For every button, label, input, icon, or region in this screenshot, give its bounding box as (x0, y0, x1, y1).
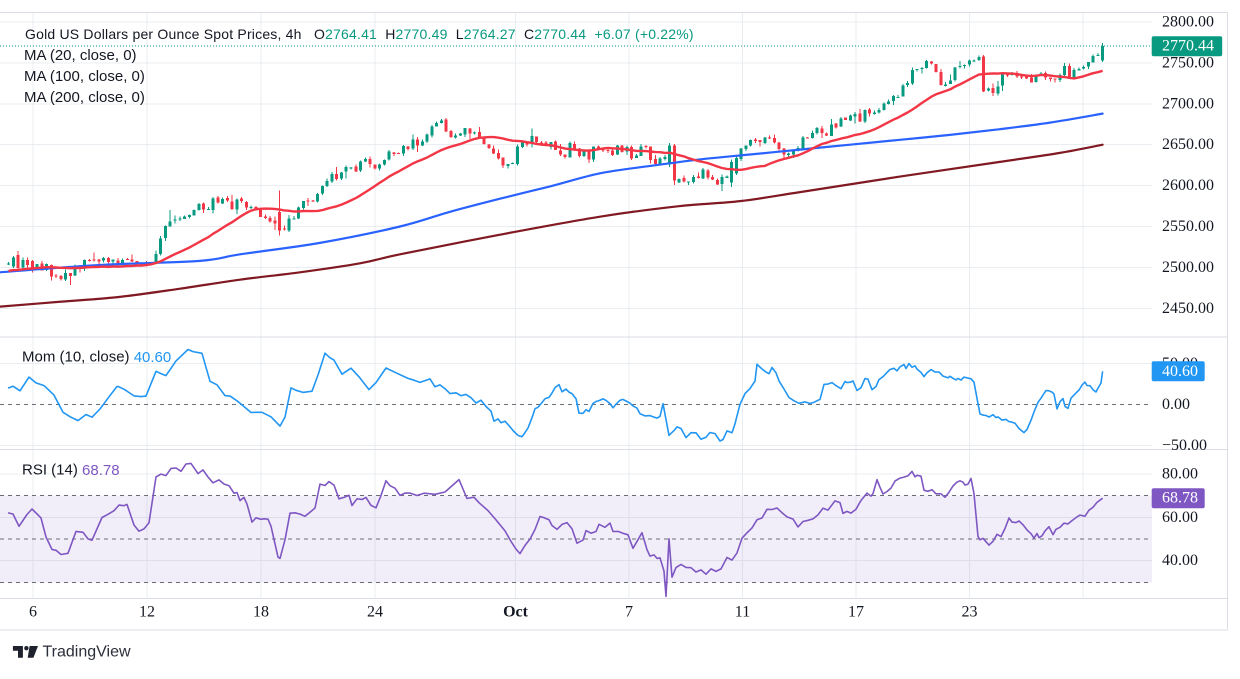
svg-text:TradingView: TradingView (43, 644, 131, 661)
svg-text:2700.00: 2700.00 (1162, 95, 1214, 112)
svg-text:Gold US Dollars per Ounce Spot: Gold US Dollars per Ounce Spot Prices, 4… (25, 26, 694, 42)
svg-text:MA (20, close, 0): MA (20, close, 0) (24, 47, 137, 64)
svg-text:24: 24 (367, 604, 383, 621)
svg-text:6: 6 (29, 604, 37, 621)
svg-text:2770.44: 2770.44 (1162, 38, 1214, 55)
svg-text:18: 18 (253, 604, 269, 621)
svg-text:7: 7 (625, 604, 633, 621)
svg-text:11: 11 (735, 604, 750, 621)
svg-text:2500.00: 2500.00 (1162, 259, 1214, 276)
svg-text:RSI (14) 68.78: RSI (14) 68.78 (22, 462, 120, 479)
svg-text:Oct: Oct (503, 604, 529, 621)
svg-text:60.00: 60.00 (1162, 509, 1198, 526)
svg-text:2450.00: 2450.00 (1162, 300, 1214, 317)
svg-text:2800.00: 2800.00 (1162, 14, 1214, 31)
svg-text:2550.00: 2550.00 (1162, 218, 1214, 235)
svg-text:−50.00: −50.00 (1162, 437, 1207, 454)
svg-text:80.00: 80.00 (1162, 465, 1198, 482)
svg-text:0.00: 0.00 (1162, 396, 1190, 413)
svg-text:MA (100, close, 0): MA (100, close, 0) (24, 68, 145, 85)
svg-text:23: 23 (962, 604, 978, 621)
svg-text:2650.00: 2650.00 (1162, 136, 1214, 153)
svg-text:68.78: 68.78 (1162, 490, 1198, 507)
svg-text:12: 12 (139, 604, 155, 621)
svg-text:MA (200, close, 0): MA (200, close, 0) (24, 89, 145, 106)
svg-text:40.60: 40.60 (1162, 363, 1198, 380)
svg-text:2600.00: 2600.00 (1162, 177, 1214, 194)
svg-text:2750.00: 2750.00 (1162, 54, 1214, 71)
svg-text:Mom (10, close) 40.60: Mom (10, close) 40.60 (22, 349, 171, 366)
svg-text:40.00: 40.00 (1162, 552, 1198, 569)
svg-text:17: 17 (848, 604, 864, 621)
